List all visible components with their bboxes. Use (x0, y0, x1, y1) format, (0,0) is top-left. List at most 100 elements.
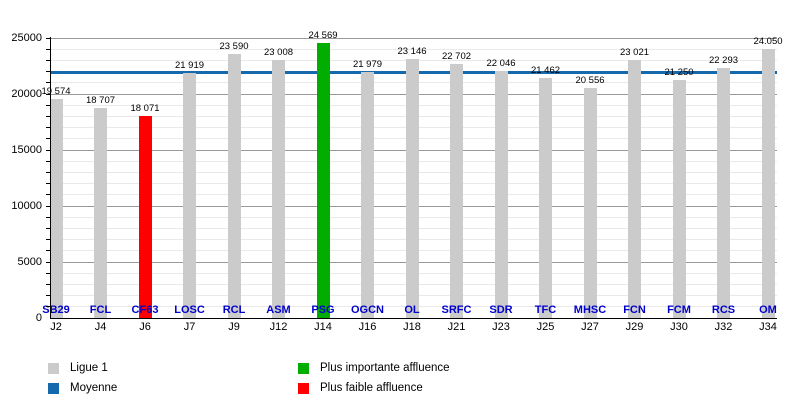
team-label-RCL: RCL (222, 304, 246, 316)
bar-MHSC (583, 87, 597, 318)
team-label-ASM: ASM (266, 304, 291, 316)
bar-value-label: 24.050 (753, 35, 783, 47)
journee-label: J23 (492, 321, 510, 333)
bar-ASM (272, 60, 285, 318)
journee-label: J21 (447, 321, 466, 333)
journee-label: J32 (714, 321, 733, 333)
bar-SDR (494, 71, 508, 318)
team-label-OM: OM (759, 304, 777, 316)
team-label-RCS: RCS (711, 304, 736, 316)
y-axis-tick (46, 93, 50, 95)
bar-RCL (227, 53, 241, 318)
y-axis-tick (46, 115, 50, 117)
y-axis-tick (46, 227, 50, 229)
team-label-LOSC: LOSC (174, 304, 205, 316)
team-label-SRFC: SRFC (441, 304, 472, 316)
team-label-FCL: FCL (89, 304, 112, 316)
team-label-TFC: TFC (534, 304, 557, 316)
y-axis-tick (46, 127, 50, 129)
y-axis-tick (46, 71, 50, 73)
bar-value-label: 18 071 (130, 102, 160, 114)
journee-label: J16 (358, 321, 377, 333)
y-axis-tick (46, 306, 50, 308)
y-axis-tick (46, 104, 50, 106)
y-axis-tick-label: 0 (35, 312, 42, 324)
bar-PSG (316, 42, 330, 318)
y-axis-tick (46, 194, 50, 196)
team-label-MHSC: MHSC (573, 304, 607, 316)
team-label-OL: OL (404, 304, 420, 316)
journee-label: J4 (94, 321, 107, 333)
y-axis-tick (46, 183, 50, 185)
team-label-FCN: FCN (623, 304, 646, 316)
y-axis-tick-label: 15000 (11, 144, 42, 156)
bar-value-label: 22 702 (441, 50, 472, 62)
journee-label: J30 (670, 321, 688, 333)
journee-label: J6 (139, 321, 151, 333)
bar-TFC (539, 77, 552, 318)
y-axis-tick (46, 82, 50, 84)
bar-RCS (717, 68, 730, 318)
team-label-OGCN: OGCN (351, 304, 384, 316)
y-axis-tick (46, 216, 50, 218)
minor-gridline (50, 48, 777, 50)
team-label-CF63: CF63 (131, 304, 159, 316)
bar-OM (761, 48, 775, 318)
y-axis-tick-label: 5000 (17, 256, 42, 268)
y-axis-tick (46, 261, 50, 263)
bar-value-label: 20 556 (575, 74, 605, 86)
bar-value-label: 21 979 (352, 58, 383, 70)
bar-value-label: 23 021 (619, 47, 650, 59)
y-axis-tick (46, 171, 50, 173)
bar-value-label: 22 046 (486, 58, 516, 70)
bar-OGCN (361, 71, 374, 318)
bar-value-label: 23 008 (263, 47, 294, 59)
y-axis-tick (46, 239, 50, 241)
team-label-PSG: PSG (311, 304, 335, 316)
y-axis-tick (46, 295, 50, 297)
y-axis-tick-label: 10000 (11, 200, 42, 212)
journee-label: J27 (581, 321, 599, 333)
y-axis-tick-label: 25000 (11, 32, 42, 44)
journee-label: J25 (536, 321, 555, 333)
bar-SRFC (450, 63, 463, 318)
team-label-SDR: SDR (489, 304, 513, 316)
bar-FCL (94, 108, 107, 318)
y-axis-tick (46, 48, 50, 50)
journee-label: J12 (269, 321, 288, 333)
journee-label: J29 (625, 321, 644, 333)
bar-value-label: 22 293 (708, 55, 739, 67)
journee-label: J34 (759, 321, 777, 333)
x-axis-baseline (50, 318, 777, 319)
y-axis-tick (46, 149, 50, 151)
y-axis-tick (46, 160, 50, 162)
y-axis-tick (46, 283, 50, 285)
y-axis-tick (46, 138, 50, 140)
major-gridline (50, 37, 777, 39)
bar-value-label: 18 707 (85, 95, 116, 107)
journee-label: J14 (314, 321, 332, 333)
bar-value-label: 21 250 (664, 67, 694, 78)
y-axis-tick (46, 272, 50, 274)
bar-SB29 (49, 98, 63, 318)
journee-label: J2 (50, 321, 62, 333)
y-axis-tick-label: 20000 (11, 88, 42, 100)
bar-value-label: 21 919 (174, 59, 205, 71)
y-axis-tick (46, 250, 50, 252)
y-axis-tick (46, 205, 50, 207)
bar-LOSC (183, 72, 196, 318)
bar-value-label: 23 146 (397, 45, 427, 57)
bar-OL (405, 58, 419, 318)
bar-value-label: 24 569 (308, 29, 338, 41)
bar-FCM (672, 80, 686, 318)
team-label-FCM: FCM (667, 304, 691, 316)
bar-value-label: 19 574 (41, 85, 71, 97)
y-axis-line (50, 37, 51, 318)
bar-FCN (628, 60, 641, 318)
journee-label: J7 (183, 321, 196, 333)
y-axis-tick (46, 59, 50, 61)
bar-CF63 (138, 115, 152, 318)
bar-value-label: 23 590 (219, 40, 249, 52)
